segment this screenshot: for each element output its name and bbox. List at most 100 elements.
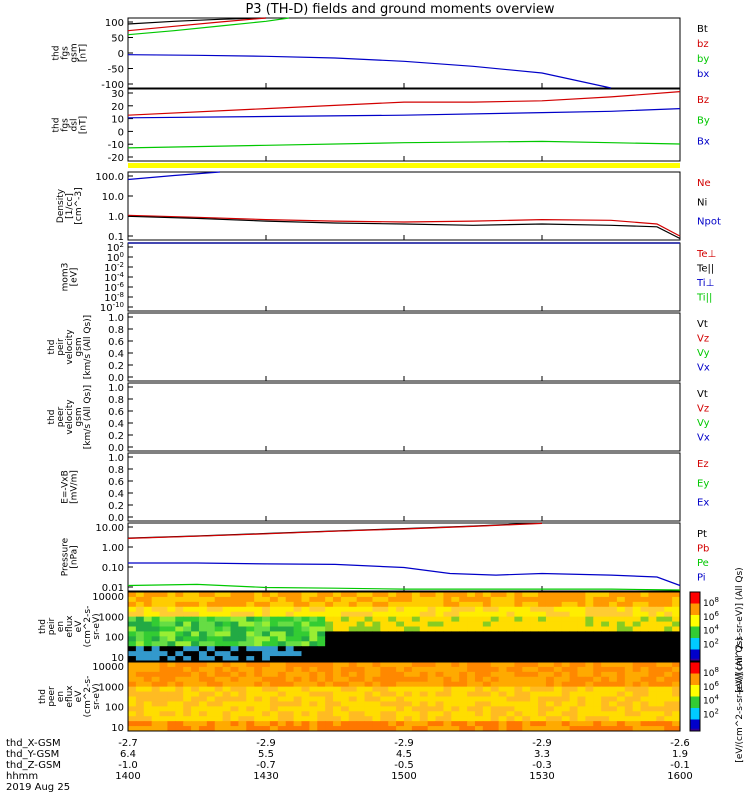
heatmap-cell: [569, 646, 578, 652]
heatmap-cell: [301, 611, 310, 618]
heatmap-cell: [435, 601, 444, 608]
heatmap-cell: [482, 701, 492, 707]
heatmap-cell: [616, 726, 626, 732]
heatmap-cell: [427, 641, 437, 647]
heatmap-cell: [396, 696, 405, 702]
heatmap-cell: [254, 601, 263, 608]
x-axis-value: -2.7: [118, 738, 138, 749]
heatmap-cell: [609, 666, 618, 673]
heatmap-cell: [396, 706, 405, 712]
heatmap-cell: [222, 711, 232, 717]
heatmap-cell: [128, 691, 137, 697]
heatmap-cell: [664, 686, 673, 693]
heatmap-cell: [561, 651, 571, 657]
heatmap-cell: [632, 636, 642, 642]
heatmap-cell: [609, 716, 618, 722]
heatmap-cell: [238, 601, 247, 608]
heatmap-cell: [380, 711, 389, 717]
heatmap-cell: [396, 701, 405, 707]
heatmap-cell: [506, 696, 515, 702]
heatmap-cell: [285, 666, 295, 673]
heatmap-cell: [609, 601, 618, 608]
heatmap-cell: [159, 641, 168, 647]
heatmap-cell: [459, 611, 468, 618]
colorbar-cell: [690, 719, 700, 723]
heatmap-cell: [640, 726, 649, 732]
heatmap-cell: [317, 701, 326, 707]
heatmap-cell: [514, 681, 523, 688]
heatmap-cell: [522, 656, 531, 662]
heatmap-cell: [364, 631, 373, 637]
heatmap-cell: [167, 726, 176, 732]
heatmap-cell: [301, 601, 310, 608]
heatmap-cell: [309, 721, 318, 727]
heatmap-cell: [553, 596, 563, 603]
heatmap-cell: [301, 636, 310, 642]
heatmap-cell: [609, 691, 618, 697]
heatmap-cell: [632, 706, 642, 712]
heatmap-cell: [443, 721, 452, 727]
heatmap-cell: [277, 626, 287, 632]
heatmap-cell: [356, 716, 366, 722]
heatmap-cell: [459, 616, 468, 623]
ylabel-line: [eV]: [70, 268, 80, 287]
heatmap-cell: [443, 711, 452, 717]
heatmap-cell: [388, 671, 397, 678]
heatmap-cell: [348, 681, 358, 688]
heatmap-cell: [640, 711, 649, 717]
heatmap-cell: [254, 666, 263, 673]
heatmap-cell: [246, 601, 255, 608]
heatmap-cell: [664, 662, 673, 668]
heatmap-cell: [411, 686, 421, 693]
series-by-line: [127, 17, 290, 36]
heatmap-cell: [128, 662, 137, 668]
panel-peir_velocity: thd peir velocity gsm [km/s (All Qs)] 1.00.80…: [47, 312, 710, 384]
heatmap-cell: [246, 616, 255, 623]
y-tick-label: 1.0: [108, 383, 124, 394]
ylabel-line: [nT]: [79, 44, 89, 62]
heatmap-cell: [467, 696, 476, 702]
heatmap-cell: [396, 721, 405, 727]
heatmap-cell: [214, 711, 224, 717]
heatmap-cell: [325, 701, 334, 707]
heatmap-cell: [277, 726, 287, 732]
heatmap-cell: [340, 596, 350, 603]
ylabel-line: [1/cc]: [65, 193, 75, 219]
heatmap-cell: [317, 606, 326, 613]
heatmap-cell: [490, 596, 500, 603]
heatmap-cell: [396, 646, 405, 652]
heatmap-cell: [262, 592, 271, 598]
heatmap-cell: [372, 596, 381, 603]
heatmap-cell: [309, 711, 318, 717]
heatmap-cell: [474, 671, 484, 678]
heatmap-cell: [498, 596, 508, 603]
ylabel-line: [km/s (All Qs)]: [83, 315, 93, 379]
heatmap-cell: [640, 621, 649, 627]
heatmap-cell: [309, 592, 318, 598]
heatmap-cell: [143, 676, 153, 683]
heatmap-cell: [285, 646, 295, 652]
heatmap-cell: [128, 681, 137, 688]
heatmap-cell: [128, 676, 137, 683]
heatmap-cell: [293, 662, 302, 668]
heatmap-cell: [648, 646, 657, 652]
heatmap-cell: [356, 686, 366, 693]
heatmap-cell: [616, 662, 626, 668]
heatmap-cell: [672, 666, 681, 673]
heatmap-cell: [285, 656, 295, 662]
heatmap-cell: [135, 601, 145, 608]
heatmap-cell: [135, 691, 145, 697]
heatmap-cell: [490, 711, 500, 717]
heatmap-cell: [175, 662, 184, 668]
heatmap-cell: [269, 611, 279, 618]
heatmap-cell: [364, 726, 373, 732]
heatmap-cell: [498, 726, 508, 732]
heatmap-cell: [238, 646, 247, 652]
heatmap-cell: [404, 696, 413, 702]
heatmap-cell: [616, 631, 626, 637]
heatmap-cell: [135, 631, 145, 637]
heatmap-cell: [545, 646, 555, 652]
heatmap-cell: [364, 656, 373, 662]
heatmap-cell: [325, 716, 334, 722]
heatmap-cell: [577, 631, 586, 637]
